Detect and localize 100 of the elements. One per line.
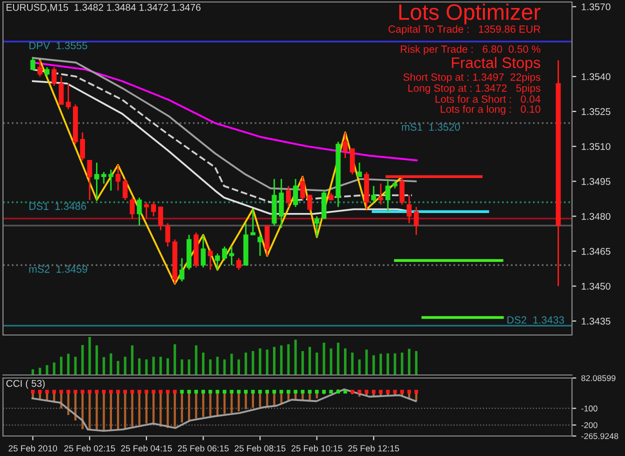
- y-tick-label: 1.3510: [582, 143, 610, 150]
- bar: [166, 358, 169, 375]
- bar: [415, 351, 418, 375]
- candlestick: [406, 194, 412, 224]
- bar: [138, 358, 141, 375]
- candlestick: [151, 202, 156, 217]
- bar: [124, 356, 126, 375]
- bar: [102, 357, 106, 375]
- chart-title: CCI ( 53): [6, 380, 45, 389]
- bar: [316, 352, 318, 375]
- candlestick: [300, 176, 306, 201]
- x-tick-label: 25 Feb 04:15: [121, 445, 172, 452]
- candlestick: [307, 194, 312, 212]
- annotation: Short Stop at : 1.3497 22pips: [403, 73, 540, 83]
- y-tick-label: 1.3450: [582, 282, 610, 290]
- bar: [400, 352, 404, 375]
- bar: [372, 355, 375, 375]
- annotation: Lots Optimizer: [399, 4, 540, 24]
- bar: [244, 352, 248, 375]
- bar: [386, 353, 390, 375]
- candlestick: [378, 182, 384, 206]
- bar: [145, 359, 148, 375]
- annotation: Lots for a Short : 0.04: [436, 95, 540, 103]
- candlestick: [371, 185, 376, 203]
- candlestick: [101, 171, 106, 184]
- y-tick-label: -265.9248: [581, 433, 618, 440]
- candlestick: [108, 168, 114, 192]
- candlestick: [350, 148, 355, 176]
- bar: [280, 345, 283, 375]
- x-tick-label: 25 Feb 06:15: [178, 445, 229, 452]
- annotation: Risk per Trade : 6.80 0.50 %: [400, 45, 540, 55]
- bar: [88, 337, 91, 375]
- candlestick: [286, 185, 291, 208]
- bar: [202, 352, 204, 375]
- bar: [46, 365, 48, 375]
- candlestick: [58, 76, 64, 106]
- ref-line-label: DS1 1.3486: [29, 202, 86, 210]
- candlestick: [30, 57, 36, 70]
- bar: [230, 354, 233, 375]
- ref-line-label: mS1 1.3520: [402, 123, 460, 131]
- bar: [116, 360, 120, 375]
- annotation: Lots for a long : 0.10: [440, 105, 540, 115]
- annotation: Capital To Trade : 1359.86 EUR: [388, 25, 540, 35]
- y-tick-label: 1.3495: [582, 178, 610, 185]
- candlestick: [293, 178, 298, 208]
- bar: [174, 344, 176, 375]
- bar: [351, 352, 354, 375]
- candlestick: [44, 66, 50, 78]
- line-series: [31, 388, 417, 432]
- bar: [358, 359, 361, 375]
- candlestick: [37, 60, 42, 78]
- bar: [159, 356, 162, 375]
- annotation: Long Stop at : 1.3472 5pips: [408, 84, 540, 94]
- bar: [287, 344, 290, 375]
- annotation: Fractal Stops: [452, 56, 540, 72]
- x-tick-label: 25 Feb 12:15: [348, 445, 400, 452]
- x-tick-label: 25 Feb 2010: [8, 445, 58, 452]
- candlestick: [229, 246, 234, 266]
- bar: [252, 351, 254, 375]
- bar: [322, 342, 326, 375]
- bar: [95, 345, 98, 375]
- candlestick: [94, 162, 100, 201]
- candlestick: [250, 208, 256, 236]
- ref-line-label: DPV 1.3555: [29, 42, 88, 50]
- candlestick: [314, 216, 320, 238]
- bar: [130, 345, 134, 375]
- candlestick: [144, 202, 149, 220]
- candlestick: [214, 252, 220, 270]
- bar: [408, 348, 410, 375]
- y-tick-label: 1.3570: [582, 3, 610, 10]
- bar: [152, 356, 155, 375]
- ref-line-label: DS2 1.3433: [507, 316, 564, 324]
- bar: [38, 368, 42, 375]
- bar: [81, 344, 84, 375]
- bar: [74, 356, 77, 375]
- candlestick: [130, 196, 135, 220]
- candlestick: [222, 246, 228, 262]
- bar: [308, 346, 311, 375]
- bar: [394, 353, 396, 375]
- bar: [238, 359, 240, 375]
- bar: [194, 345, 198, 375]
- candlestick: [208, 248, 213, 270]
- x-tick-label: 25 Feb 08:15: [234, 445, 286, 452]
- y-tick-label: 1.3465: [582, 248, 610, 255]
- candlestick: [66, 82, 71, 110]
- bar: [223, 359, 226, 375]
- candlestick: [87, 160, 92, 201]
- bar: [380, 354, 382, 375]
- ref-line-label: mS2 1.3459: [29, 265, 88, 273]
- candlestick: [200, 234, 206, 268]
- candlestick: [136, 196, 142, 226]
- bar: [336, 342, 340, 375]
- y-tick-label: 1.3540: [582, 73, 610, 80]
- x-tick-label: 25 Feb 10:15: [292, 445, 342, 452]
- candlestick: [158, 206, 164, 231]
- candlestick: [385, 178, 390, 212]
- candlestick: [80, 132, 86, 162]
- bar: [188, 359, 190, 375]
- candlestick: [264, 224, 270, 257]
- bar: [67, 354, 70, 375]
